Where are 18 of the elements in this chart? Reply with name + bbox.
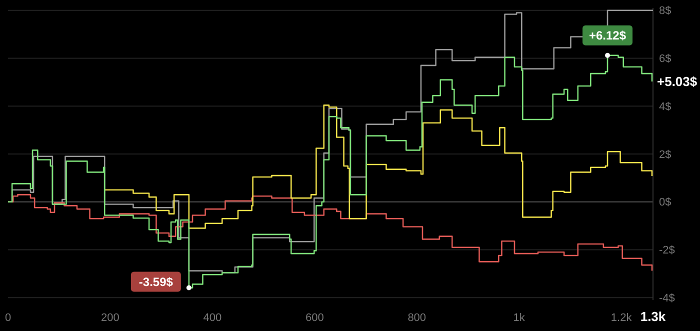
y-tick-label: -4$	[659, 292, 675, 304]
y-tick-label: 8$	[659, 5, 672, 18]
x-tick-label: 1.3k	[640, 309, 666, 324]
x-tick-label: 1.2k	[610, 312, 632, 324]
x-tick-label: 0	[4, 312, 12, 324]
y-tick-label: 4$	[659, 100, 672, 113]
annotation: -3.59$	[138, 274, 174, 289]
x-tick-label: 1k	[513, 312, 526, 324]
x-tick-label: 800	[408, 312, 426, 324]
y-tick-label: -2$	[659, 244, 675, 257]
annotation: +6.12$	[588, 28, 626, 43]
y-tick-label: 2$	[659, 148, 672, 161]
x-tick-label: 200	[101, 312, 120, 324]
y-tick-label: 6$	[659, 53, 672, 66]
y-tick-label: 0$	[659, 196, 672, 209]
x-tick-label: 400	[203, 312, 222, 324]
x-tick-label: 600	[305, 312, 324, 324]
annotation: +5.03$	[657, 74, 698, 90]
